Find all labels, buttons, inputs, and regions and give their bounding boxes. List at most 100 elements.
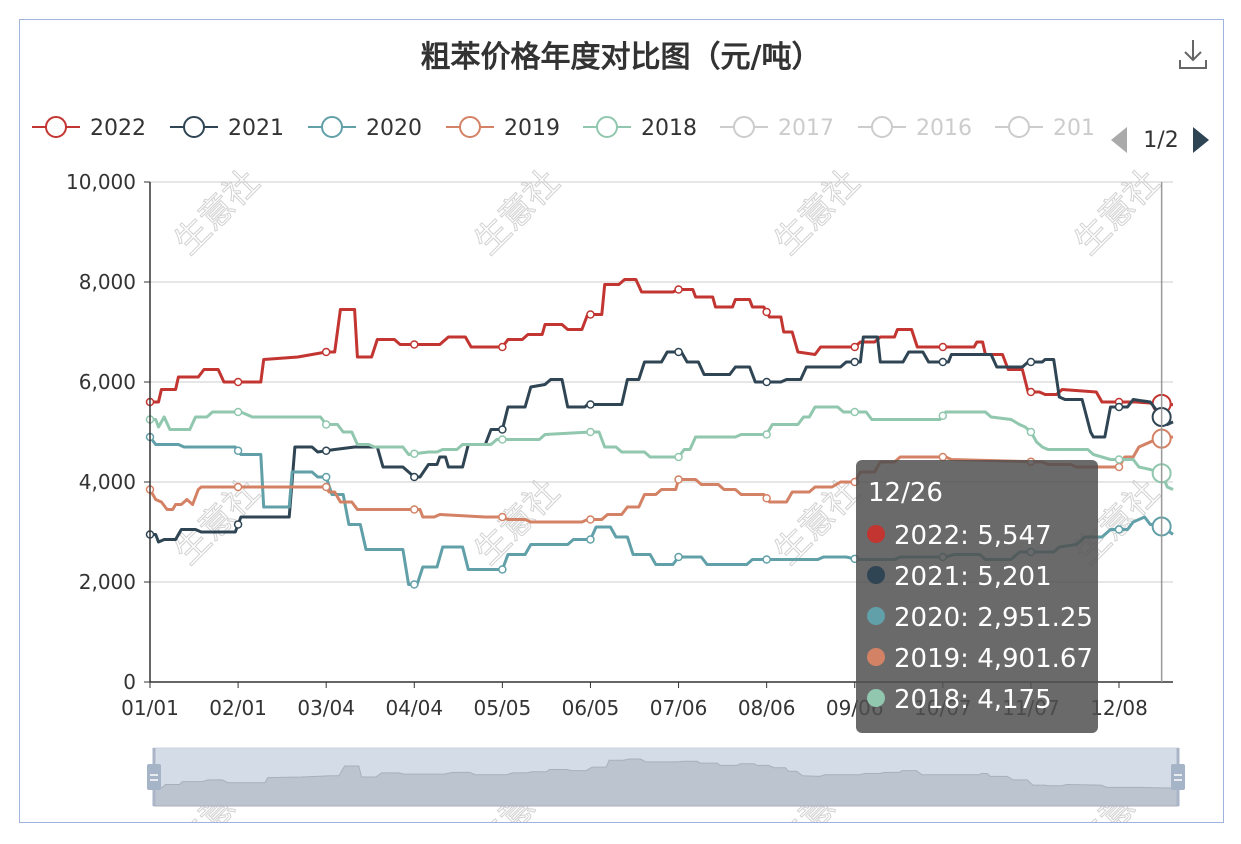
y-tick-label: 6,000 bbox=[79, 370, 136, 394]
x-tick-label: 07/06 bbox=[650, 696, 708, 720]
data-point bbox=[321, 347, 331, 357]
tooltip-swatch-icon bbox=[867, 525, 885, 543]
tooltip-swatch-icon bbox=[867, 648, 885, 666]
data-point bbox=[321, 482, 331, 492]
legend-item-2020[interactable]: 2020 bbox=[308, 116, 422, 141]
data-point bbox=[586, 535, 595, 544]
x-tick-label: 06/05 bbox=[562, 696, 620, 720]
legend-item-2018[interactable]: 2018 bbox=[583, 116, 697, 141]
data-point bbox=[762, 430, 771, 439]
data-point bbox=[674, 285, 683, 294]
legend-circle-icon bbox=[871, 116, 893, 138]
data-point bbox=[1026, 427, 1036, 437]
series-layer bbox=[145, 278, 1174, 589]
zoom-handle-left[interactable] bbox=[147, 748, 161, 806]
legend-prev-arrow-icon[interactable] bbox=[1111, 127, 1127, 153]
data-point bbox=[850, 357, 859, 367]
legend-item-2019[interactable]: 2019 bbox=[446, 116, 560, 141]
download-icon[interactable] bbox=[1179, 40, 1207, 69]
legend-label: 2020 bbox=[366, 116, 422, 141]
data-point bbox=[233, 377, 243, 387]
data-point bbox=[1114, 455, 1124, 464]
watermark-text: 生意社 bbox=[467, 162, 567, 262]
data-point bbox=[674, 552, 683, 562]
legend-circle-icon bbox=[596, 116, 618, 138]
data-point bbox=[1114, 462, 1124, 472]
x-tick-label: 02/01 bbox=[209, 696, 267, 720]
legend-next-arrow-icon[interactable] bbox=[1193, 127, 1209, 153]
legend-page-indicator: 1/2 bbox=[1143, 128, 1178, 153]
legend-item-201[interactable]: 201 bbox=[995, 116, 1095, 141]
data-zoom-slider[interactable] bbox=[147, 747, 1185, 807]
legend-item-2017[interactable]: 2017 bbox=[720, 116, 834, 141]
data-point bbox=[850, 407, 859, 417]
data-point bbox=[938, 357, 948, 367]
data-point bbox=[586, 427, 595, 437]
y-tick-label: 8,000 bbox=[79, 270, 136, 294]
x-tick-label: 12/08 bbox=[1090, 696, 1148, 720]
legend-label: 2016 bbox=[916, 116, 972, 141]
legend-label: 2021 bbox=[228, 116, 284, 141]
zoom-handle-right[interactable] bbox=[1171, 748, 1185, 806]
legend-label: 2019 bbox=[504, 116, 560, 141]
legend-label: 201 bbox=[1053, 116, 1095, 141]
data-point bbox=[498, 512, 507, 522]
tooltip-layer: 12/26 2022: 5,547 2021: 5,201 2020: 2,951.2… bbox=[856, 460, 1098, 733]
legend-circle-icon bbox=[321, 116, 343, 138]
legend-circle-icon bbox=[459, 116, 481, 138]
legend-circle-icon bbox=[1008, 116, 1030, 138]
legend: 2022 2021 2020 2019 2018 2017 2016 201 bbox=[32, 116, 1095, 141]
data-point bbox=[762, 555, 771, 564]
data-point bbox=[233, 446, 243, 455]
data-point bbox=[674, 475, 683, 484]
chart-canvas: 粗苯价格年度对比图（元/吨） 生意社生意社生意社生意社生意社生意社生意社生意社生… bbox=[32, 40, 1209, 822]
data-point bbox=[233, 482, 243, 492]
data-point bbox=[321, 472, 331, 482]
series-line bbox=[150, 335, 1174, 544]
data-point bbox=[586, 310, 595, 319]
data-point bbox=[410, 340, 419, 349]
data-point bbox=[410, 449, 419, 459]
data-point bbox=[762, 377, 771, 387]
legend-pager: 1/2 bbox=[1111, 127, 1209, 153]
tooltip-row-label: 2018: 4,175 bbox=[894, 685, 1052, 715]
legend-label: 2017 bbox=[778, 116, 834, 141]
tooltip: 12/26 2022: 5,547 2021: 5,201 2020: 2,951.2… bbox=[856, 460, 1098, 733]
legend-circle-icon bbox=[183, 116, 205, 138]
data-point bbox=[762, 494, 771, 503]
legend-circle-icon bbox=[45, 116, 67, 138]
data-point bbox=[233, 520, 243, 529]
x-tick-label: 03/04 bbox=[297, 696, 355, 720]
chart-title: 粗苯价格年度对比图（元/吨） bbox=[421, 40, 822, 75]
series-2021 bbox=[145, 335, 1174, 544]
legend-item-2016[interactable]: 2016 bbox=[858, 116, 972, 141]
series-2022 bbox=[145, 278, 1174, 414]
tooltip-swatch-icon bbox=[867, 566, 885, 584]
watermark-text: 生意社 bbox=[1067, 162, 1167, 262]
data-point bbox=[233, 407, 243, 417]
data-point bbox=[1026, 357, 1036, 367]
tooltip-swatch-icon bbox=[867, 607, 885, 625]
data-point bbox=[321, 420, 331, 429]
y-tick-label: 4,000 bbox=[79, 470, 136, 494]
legend-item-2021[interactable]: 2021 bbox=[170, 116, 284, 141]
data-point bbox=[410, 580, 419, 589]
x-tick-label: 04/04 bbox=[385, 696, 443, 720]
data-point bbox=[1114, 525, 1124, 534]
zoom-preview-area bbox=[153, 758, 1179, 807]
watermark-text: 生意社 bbox=[767, 162, 867, 262]
data-point bbox=[762, 307, 771, 317]
tooltip-row-label: 2020: 2,951.25 bbox=[894, 603, 1093, 633]
data-point bbox=[410, 505, 419, 514]
tooltip-row-label: 2022: 5,547 bbox=[894, 521, 1052, 551]
x-tick-label: 05/05 bbox=[474, 696, 532, 720]
data-point bbox=[674, 452, 683, 462]
data-point bbox=[498, 565, 507, 574]
data-point bbox=[1026, 387, 1036, 397]
series-line bbox=[150, 278, 1174, 407]
data-point bbox=[1114, 402, 1124, 412]
data-point bbox=[938, 411, 948, 420]
data-point bbox=[498, 435, 507, 444]
data-point bbox=[586, 400, 595, 409]
legend-item-2022[interactable]: 2022 bbox=[32, 116, 146, 141]
